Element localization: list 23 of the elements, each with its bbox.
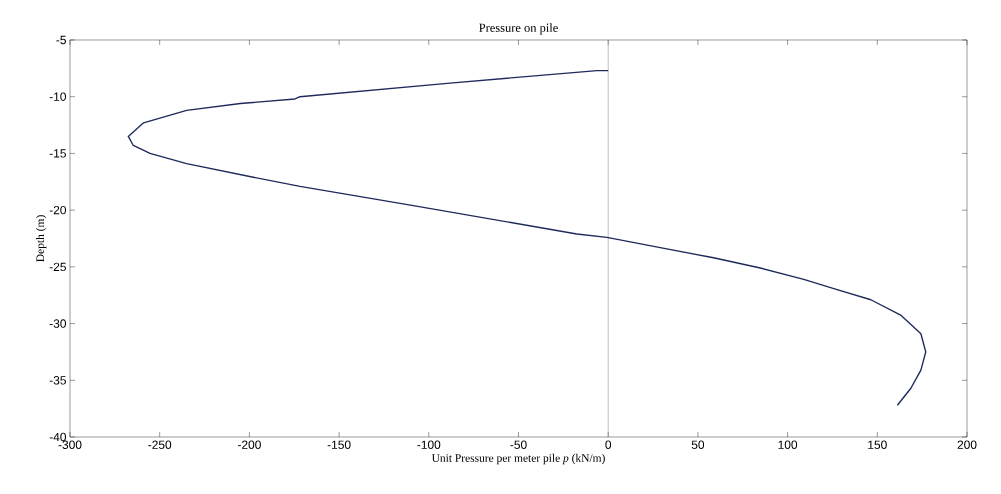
x-tick-label: -150 — [327, 440, 351, 449]
x-tick-label: 200 — [957, 440, 977, 449]
x-tick-label: 100 — [778, 440, 798, 449]
y-tick-label: -35 — [49, 376, 66, 385]
y-tick-label: -5 — [56, 35, 66, 45]
x-tick-label: -250 — [148, 440, 172, 449]
x-tick-label: -300 — [58, 440, 82, 449]
x-axis-title: Unit Pressure per meter pile p (kN/m) — [431, 453, 605, 465]
y-tick-label: -25 — [49, 262, 66, 272]
y-tick-label: -30 — [49, 319, 67, 328]
y-axis-title: Depth (m) — [35, 215, 47, 262]
line-series — [127, 69, 927, 406]
x-tick-label: -50 — [510, 440, 527, 449]
y-tick-label: -20 — [49, 205, 67, 215]
chart-title: Pressure on pile — [479, 23, 558, 35]
x-tick-label: 0 — [605, 440, 612, 449]
x-tick-label: 50 — [691, 440, 705, 449]
y-tick-label: -40 — [49, 432, 67, 442]
x-tick-label: -200 — [237, 440, 261, 449]
x-tick-label: 150 — [868, 440, 887, 449]
x-tick-label: -100 — [417, 440, 441, 449]
y-tick-label: -10 — [49, 92, 67, 101]
y-tick-label: -15 — [49, 149, 66, 158]
